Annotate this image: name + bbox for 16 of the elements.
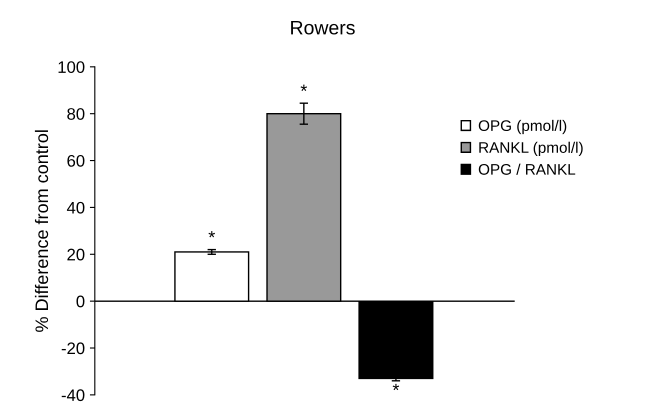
y-tick-label: 60 <box>67 154 84 167</box>
y-tick-label: 80 <box>67 108 84 120</box>
y-axis-title: % Difference from control <box>34 130 48 332</box>
legend-label: RANKL (pmol/l) <box>479 142 583 156</box>
y-tick-label: 100 <box>58 61 84 74</box>
chart-title: Rowers <box>291 20 355 35</box>
y-tick-label: 0 <box>76 296 84 308</box>
data-label: * <box>208 231 215 238</box>
y-tick-label: -20 <box>62 342 84 354</box>
data-label: * <box>300 84 308 91</box>
y-tick-label: -40 <box>62 389 84 402</box>
y-tick-label: 40 <box>66 202 84 214</box>
legend-label: OPG / RANKL <box>478 164 576 175</box>
data-label: * <box>392 384 400 390</box>
y-tick-label: 20 <box>67 248 84 260</box>
legend-label: OPG (pmol/l) <box>478 120 566 134</box>
